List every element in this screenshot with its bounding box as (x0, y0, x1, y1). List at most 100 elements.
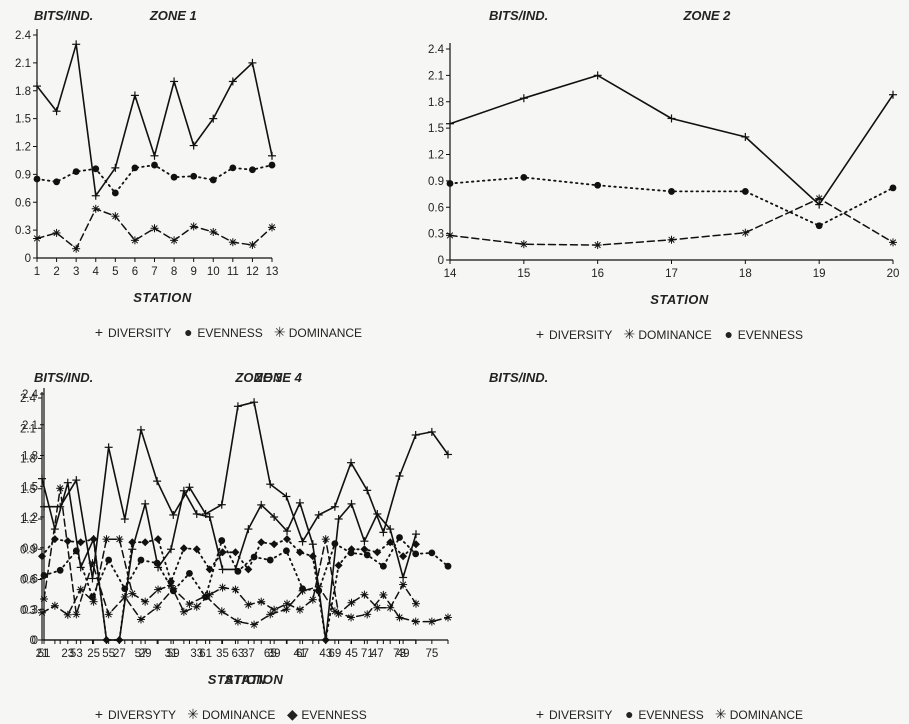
data-point (395, 472, 404, 480)
data-point (298, 537, 307, 546)
data-point (889, 184, 897, 192)
data-point (321, 535, 330, 544)
data-point (72, 244, 81, 253)
x-axis-label: STATION (650, 292, 709, 307)
chart-svg: BITS/IND. ZONE 1 0 0.3 0.6 0.9 1.2 1.5 1.8 2.1 2.4… (15, 8, 278, 305)
data-point (76, 538, 85, 547)
x-tick-label: 63 (232, 648, 245, 660)
data-point (209, 114, 218, 123)
data-point (56, 484, 65, 493)
data-point (192, 509, 201, 518)
chart-title: ZONE 4 (254, 370, 303, 385)
y-tick-label: 0.3 (22, 604, 38, 616)
data-point (40, 572, 48, 579)
legend-label: EVENNESS (301, 708, 367, 722)
data-point (446, 180, 454, 187)
series-evenness (33, 161, 276, 197)
x-tick-label: 12 (246, 266, 259, 278)
data-point (427, 617, 436, 626)
data-point (150, 224, 159, 233)
data-point (121, 585, 129, 593)
x-tick-label: 23 (61, 648, 74, 660)
series-line (41, 538, 417, 616)
x-tick-label: 11 (227, 266, 239, 278)
data-point (218, 583, 227, 592)
data-point (308, 595, 317, 604)
data-point (52, 107, 61, 116)
legend-item-dominance: ✳ DOMINANCE (273, 324, 362, 341)
data-point (334, 561, 343, 570)
data-point (63, 478, 72, 487)
y-axis-label: BITS/IND. (489, 8, 548, 23)
chart-title: ZONE 2 (682, 8, 731, 23)
legend: + DIVERSYTY ✳ DOMINANCE ◆ EVENNESS (92, 706, 377, 723)
data-point (347, 458, 356, 467)
data-point (268, 151, 276, 160)
x-tick-label: 5 (112, 266, 118, 278)
data-point (52, 228, 61, 237)
x-tick-label: 9 (190, 266, 196, 278)
data-point (72, 168, 80, 175)
data-point (266, 480, 275, 489)
data-point (373, 603, 382, 612)
x-tick-label: 41 (294, 648, 307, 660)
data-point (282, 492, 291, 501)
x-axis-label: STATION (133, 290, 192, 305)
data-point (266, 610, 275, 619)
series-diversity (33, 40, 276, 200)
data-point (360, 590, 369, 599)
data-point (141, 499, 150, 508)
legend-label: EVENNESS (197, 326, 263, 340)
data-point (111, 212, 120, 221)
data-point (33, 82, 41, 91)
data-point (153, 603, 162, 612)
data-point (248, 58, 257, 67)
data-point (412, 550, 420, 558)
data-point (386, 525, 395, 534)
data-point (131, 164, 139, 172)
data-point (154, 585, 163, 594)
x-tick-label: 1 (34, 266, 40, 278)
x-tick-label: 53 (70, 648, 83, 660)
data-point (56, 566, 64, 574)
dot-icon: ● (724, 326, 733, 342)
data-point (399, 552, 408, 561)
y-tick-label: 0.6 (22, 574, 38, 586)
series-line (449, 176, 894, 227)
data-point (257, 597, 266, 606)
data-point (128, 589, 137, 598)
diamond-icon: ◆ (286, 706, 298, 722)
data-point (228, 77, 237, 86)
series-line (43, 401, 449, 580)
y-tick-label: 0.6 (20, 575, 36, 587)
plus-icon: + (94, 706, 104, 722)
legend-item-evenness: ● EVENNESS (622, 706, 704, 722)
legend-label: DOMINANCE (729, 708, 804, 722)
x-tick-label: 59 (167, 648, 180, 660)
plus-icon: + (94, 324, 104, 340)
data-point (231, 548, 240, 557)
series-line (43, 487, 449, 626)
series-dominance (33, 204, 276, 253)
data-point (815, 194, 824, 203)
data-point (104, 443, 113, 452)
y-tick-label: 1.8 (20, 454, 36, 466)
series-evenness (38, 535, 420, 644)
data-point (150, 151, 159, 160)
x-tick-label: 75 (425, 648, 438, 660)
data-point (360, 545, 369, 554)
x-tick-label: 7 (151, 266, 157, 278)
data-point (169, 584, 178, 593)
data-point (282, 605, 291, 614)
series-dominance (38, 535, 420, 619)
data-point (295, 548, 304, 557)
y-tick-label: 1.2 (20, 514, 36, 526)
plus-icon: + (535, 706, 545, 722)
data-point (141, 597, 150, 606)
data-point (395, 613, 404, 622)
data-point (111, 189, 119, 197)
y-tick-label: 2.1 (22, 420, 38, 432)
data-point (53, 178, 60, 186)
x-tick-label: 35 (216, 648, 229, 660)
data-point (151, 161, 158, 169)
